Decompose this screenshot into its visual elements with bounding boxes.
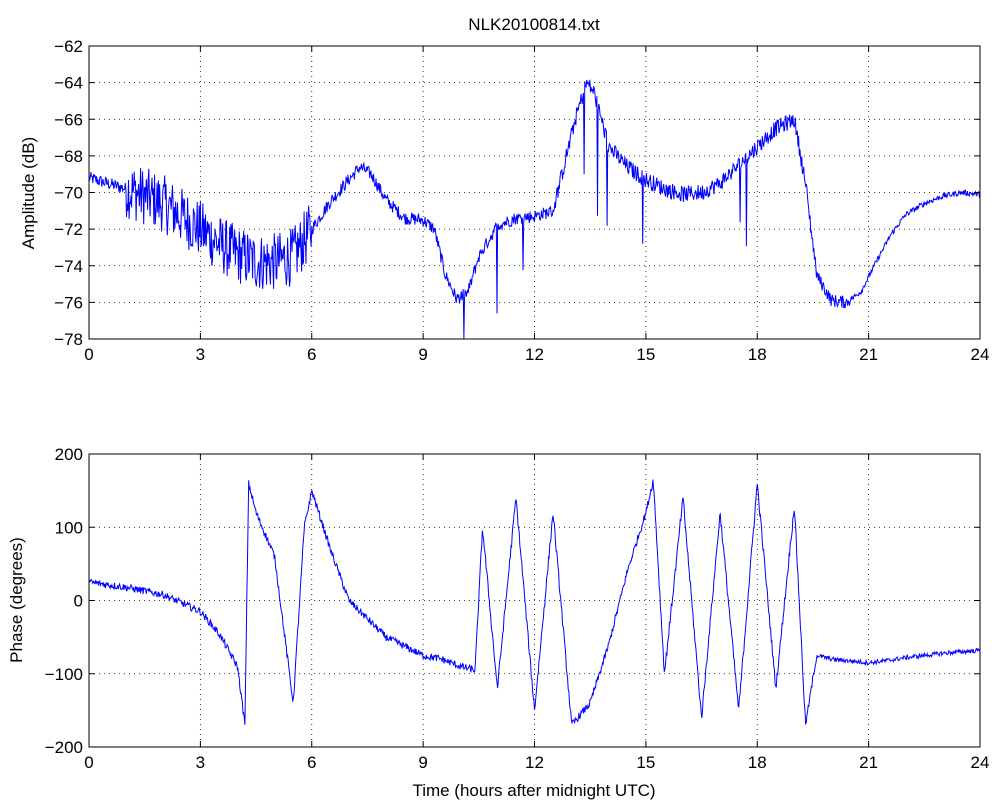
phase-axes-frame — [88, 453, 981, 748]
phase-xlabel: Time (hours after midnight UTC) — [412, 781, 655, 800]
phase-ytick-label: 100 — [55, 518, 83, 537]
amplitude-xtick-label: 18 — [748, 345, 767, 364]
amplitude-xtick-label: 6 — [307, 345, 316, 364]
amplitude-ytick-label: −74 — [54, 257, 83, 276]
phase-axes: 0 3 6 9 12 15 18 21 24 200 100 0 −100 −200 Time (hour… — [7, 445, 989, 800]
amplitude-axes: 0 3 6 9 12 15 18 21 24 −62 −64 −66 −68 −70 −72 −74 −76 −7… — [19, 15, 989, 364]
amplitude-xtick-label: 9 — [418, 345, 427, 364]
phase-ticks: 0 3 6 9 12 15 18 21 24 200 100 0 −100 −200 — [45, 445, 990, 772]
amplitude-series — [88, 79, 981, 340]
phase-xtick-label: 24 — [971, 753, 990, 772]
phase-ytick-label: −200 — [45, 738, 83, 757]
amplitude-ytick-label: −76 — [54, 293, 83, 312]
amplitude-xtick-label: 3 — [196, 345, 205, 364]
amplitude-ytick-label: −70 — [54, 184, 83, 203]
amplitude-xtick-label: 15 — [636, 345, 655, 364]
phase-ylabel: Phase (degrees) — [7, 537, 26, 663]
phase-ytick-label: 200 — [55, 445, 83, 464]
phase-xtick-label: 15 — [636, 753, 655, 772]
phase-xtick-label: 3 — [196, 753, 205, 772]
phase-xtick-label: 12 — [525, 753, 544, 772]
phase-ytick-label: 0 — [74, 592, 83, 611]
amplitude-ytick-label: −78 — [54, 330, 83, 349]
amplitude-ylabel: Amplitude (dB) — [19, 137, 38, 249]
phase-grid — [89, 454, 980, 747]
amplitude-xtick-label: 12 — [525, 345, 544, 364]
amplitude-ytick-label: −64 — [54, 74, 83, 93]
phase-line — [88, 479, 981, 726]
amplitude-ticks: 0 3 6 9 12 15 18 21 24 −62 −64 −66 −68 −70 −72 −74 −76 −7… — [54, 37, 989, 364]
phase-xtick-label: 6 — [307, 753, 316, 772]
amplitude-grid — [89, 46, 980, 339]
amplitude-xtick-label: 21 — [859, 345, 878, 364]
phase-series — [88, 479, 981, 726]
amplitude-ytick-label: −66 — [54, 110, 83, 129]
amplitude-ytick-label: −72 — [54, 220, 83, 239]
phase-xtick-label: 9 — [418, 753, 427, 772]
amplitude-xtick-label: 24 — [971, 345, 990, 364]
amplitude-line — [88, 79, 981, 340]
amplitude-axes-frame — [88, 45, 981, 340]
amplitude-ytick-label: −62 — [54, 37, 83, 56]
amplitude-ytick-label: −68 — [54, 147, 83, 166]
amplitude-xtick-label: 0 — [84, 345, 93, 364]
phase-ytick-label: −100 — [45, 665, 83, 684]
phase-xtick-label: 0 — [84, 753, 93, 772]
phase-xtick-label: 18 — [748, 753, 767, 772]
phase-xtick-label: 21 — [859, 753, 878, 772]
chart-title: NLK20100814.txt — [468, 15, 600, 34]
